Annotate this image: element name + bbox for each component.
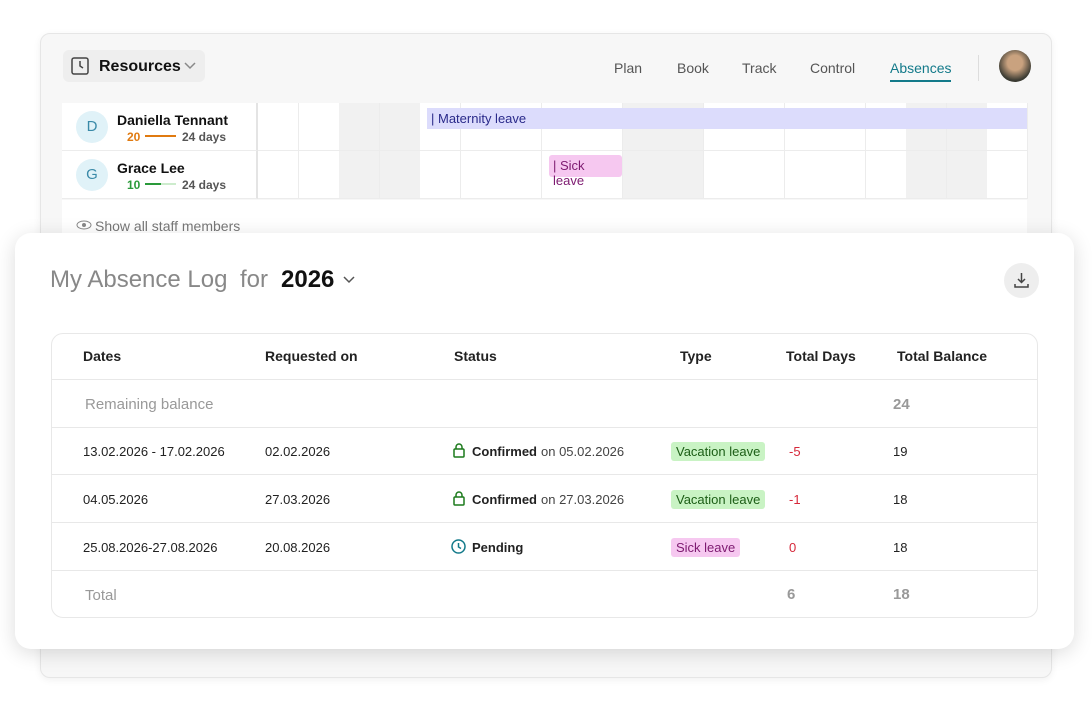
day-cell xyxy=(258,103,299,151)
nav-tab[interactable]: Control xyxy=(810,60,856,76)
th: Total Days xyxy=(786,348,856,364)
clock-icon xyxy=(451,539,466,554)
row-divider xyxy=(52,522,1037,523)
day-cell xyxy=(784,151,826,199)
absence-log-card xyxy=(15,233,1074,649)
day-cell xyxy=(420,151,461,199)
day-cell xyxy=(663,151,704,199)
day-cell xyxy=(906,151,947,199)
day-cell xyxy=(744,151,785,199)
day-cell xyxy=(339,103,380,151)
total-days: 6 xyxy=(787,586,796,603)
show-all[interactable]: Show all staff members xyxy=(95,218,241,234)
maternity-bar[interactable]: | Maternity leave xyxy=(427,108,1027,129)
chevron xyxy=(184,62,196,70)
th: Dates xyxy=(83,348,122,364)
nav-tab[interactable]: Plan xyxy=(614,60,643,76)
eye-icon xyxy=(76,220,92,230)
used-days: 10 xyxy=(127,178,141,192)
total-days: -1 xyxy=(789,492,801,507)
type-badge: Vacation leave xyxy=(671,442,766,461)
cell: 20.08.2026 xyxy=(265,540,331,555)
status: Pending xyxy=(472,540,524,555)
clock-icon xyxy=(71,57,89,75)
status: Confirmed xyxy=(472,492,537,507)
day-cell xyxy=(622,151,664,199)
total-days: 0 xyxy=(789,540,797,555)
progress xyxy=(145,135,161,137)
day-cell xyxy=(987,151,1028,199)
nav-tab-active[interactable]: Absences xyxy=(890,60,952,82)
log-year[interactable]: 2026 xyxy=(281,266,335,293)
type-badge: Sick leave xyxy=(671,538,741,557)
total-balance: 18 xyxy=(893,492,908,507)
total-balance: 18 xyxy=(893,586,910,603)
th: Total Balance xyxy=(897,348,987,364)
status-date: on 05.02.2026 xyxy=(541,444,625,459)
nav-tab[interactable]: Track xyxy=(742,60,777,76)
sick-bar[interactable]: | Sick leave xyxy=(549,155,622,188)
day-cell xyxy=(258,151,299,199)
used-days: 20 xyxy=(127,130,141,144)
brand: Resources xyxy=(99,58,181,75)
avatar[interactable] xyxy=(999,50,1031,82)
lock-icon xyxy=(453,443,465,458)
total-balance: 19 xyxy=(893,444,908,459)
table xyxy=(51,333,1038,618)
th: Type xyxy=(680,348,712,364)
staff-name: Daniella Tennant xyxy=(117,112,228,128)
day-cell xyxy=(298,103,340,151)
cell: 04.05.2026 xyxy=(83,492,149,507)
day-cell xyxy=(339,151,380,199)
cell: 25.08.2026-27.08.2026 xyxy=(83,540,218,555)
day-cell xyxy=(501,151,542,199)
chevron xyxy=(343,276,355,284)
total-days: 24 days xyxy=(182,130,227,144)
log-title: My Absence Log xyxy=(50,266,228,293)
staff-name: Grace Lee xyxy=(117,160,185,176)
progress xyxy=(145,183,161,185)
cell: 13.02.2026 - 17.02.2026 xyxy=(83,444,225,459)
total-days: 24 days xyxy=(182,178,227,192)
day-cell xyxy=(460,151,502,199)
avatar: G xyxy=(76,159,108,191)
day-cell xyxy=(379,103,421,151)
download-icon xyxy=(1014,273,1029,288)
status: Confirmed xyxy=(472,444,537,459)
lock-icon xyxy=(453,491,465,506)
type-badge: Vacation leave xyxy=(671,490,766,509)
total-label: Total xyxy=(85,587,117,604)
cell: 27.03.2026 xyxy=(265,492,331,507)
progress-rest xyxy=(161,183,176,185)
day-cell xyxy=(865,151,907,199)
download-button[interactable] xyxy=(1004,263,1039,298)
avatar: D xyxy=(76,111,108,143)
divider xyxy=(978,55,979,81)
total-balance: 18 xyxy=(893,540,908,555)
nav-tab[interactable]: Book xyxy=(677,60,709,76)
total-days: -5 xyxy=(789,444,801,459)
log-for: for xyxy=(240,266,269,293)
row-divider xyxy=(52,474,1037,475)
th: Requested on xyxy=(265,348,358,364)
day-cell xyxy=(298,151,340,199)
row-divider xyxy=(52,379,1037,380)
day-cell xyxy=(946,151,988,199)
cell: 02.02.2026 xyxy=(265,444,331,459)
day-cell xyxy=(379,151,421,199)
day-cell xyxy=(825,151,866,199)
row-divider xyxy=(52,570,1037,571)
remaining-label: Remaining balance xyxy=(85,396,214,413)
remaining-balance: 24 xyxy=(893,396,910,413)
resources-dropdown[interactable]: Resources xyxy=(63,50,205,82)
row-divider xyxy=(52,427,1037,428)
progress-rest xyxy=(161,135,176,137)
day-cell xyxy=(703,151,745,199)
status-date: on 27.03.2026 xyxy=(541,492,625,507)
th: Status xyxy=(454,348,497,364)
